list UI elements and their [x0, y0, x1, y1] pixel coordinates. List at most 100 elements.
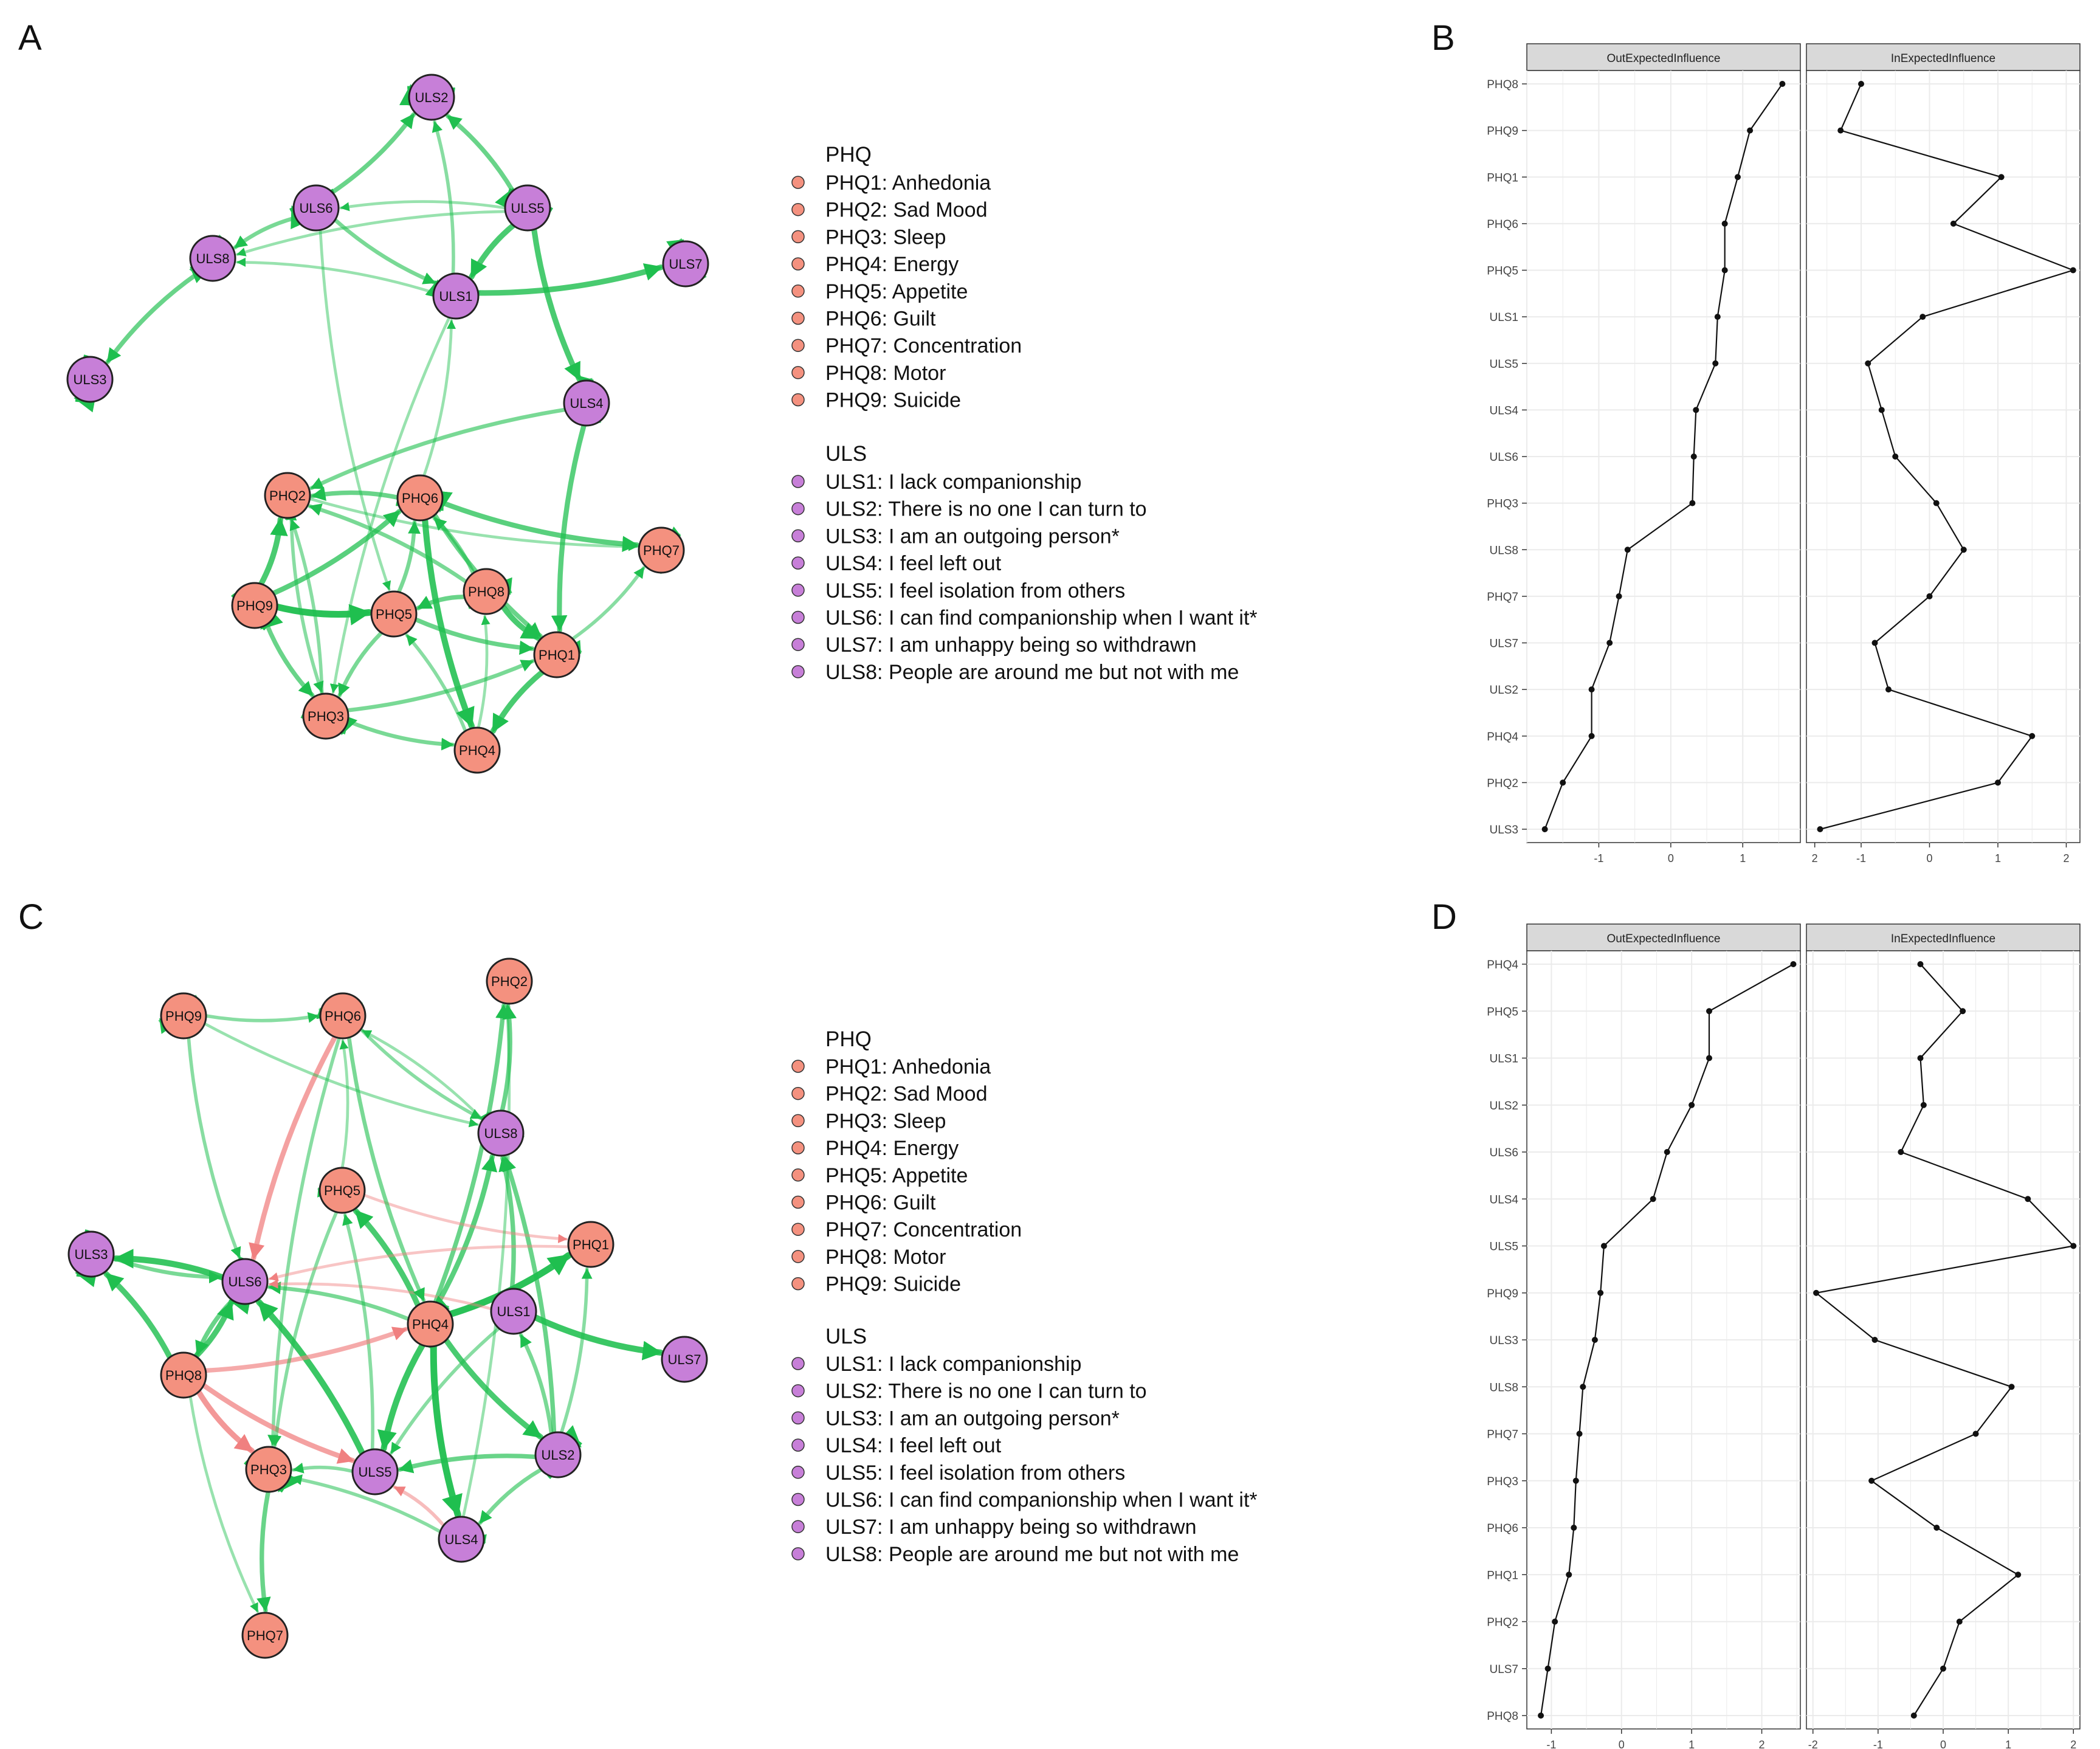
edge-uls2-to-uls1: [518, 1333, 554, 1435]
point-phq2: [1956, 1618, 1963, 1625]
facet-strip: [1806, 43, 2081, 71]
facet-strip: [1806, 923, 2081, 951]
facet-title: OutExpectedInfluence: [1607, 933, 1721, 945]
point-uls4: [1650, 1196, 1656, 1202]
phq-legend-swatch: [791, 202, 805, 216]
network-c-edges: [103, 1003, 664, 1613]
uls-legend-item: ULS7: I am unhappy being so withdrawn: [825, 633, 1196, 657]
uls-legend-swatch: [791, 475, 805, 488]
point-phq4: [1917, 961, 1924, 967]
node-uls3: [66, 356, 114, 403]
uls-legend-item: ULS6: I can find companionship when I wa…: [825, 1489, 1258, 1512]
x-tick-label: 2: [2070, 1739, 2076, 1749]
node-phq9: [231, 582, 278, 629]
y-tick-label: ULS6: [1489, 451, 1518, 464]
point-uls8: [2008, 1384, 2015, 1390]
node-uls8: [477, 1109, 525, 1157]
facet-strip: [1526, 923, 1801, 951]
uls-legend-swatch: [791, 665, 805, 678]
edge-phq4-to-uls8: [435, 1154, 498, 1306]
node-phq1: [533, 631, 580, 678]
point-phq8: [1538, 1713, 1544, 1719]
node-uls8: [189, 235, 236, 282]
y-tick-label: PHQ7: [1487, 1429, 1518, 1441]
y-tick-label: ULS2: [1489, 1100, 1518, 1113]
y-tick-label: ULS3: [1489, 824, 1518, 837]
node-label-phq1: PHQ1: [573, 1237, 609, 1252]
edge-phq5-to-phq1: [362, 1193, 568, 1243]
uls-legend-swatch: [791, 1357, 805, 1370]
edge-phq6-to-uls8: [359, 1027, 483, 1120]
node-label-uls7: ULS7: [667, 1352, 701, 1367]
point-uls8: [1960, 547, 1967, 553]
y-tick-label: PHQ1: [1487, 1569, 1518, 1582]
uls-legend-swatch: [791, 1438, 805, 1452]
edge-uls5-to-uls2: [446, 114, 515, 193]
node-label-phq9: PHQ9: [165, 1009, 202, 1024]
uls-legend-swatch: [791, 529, 805, 543]
phq-legend-swatch: [791, 1086, 805, 1100]
point-phq4: [1588, 733, 1595, 739]
point-phq6: [1950, 220, 1957, 227]
edge-phq8-to-phq1: [500, 604, 542, 641]
phq-legend-swatch: [791, 1195, 805, 1209]
y-tick-label: PHQ9: [1487, 1288, 1518, 1300]
uls-legend-swatch: [791, 502, 805, 516]
uls-legend-item: ULS4: I feel left out: [825, 552, 1002, 575]
edge-uls5-to-uls6: [339, 200, 507, 212]
point-phq3: [1868, 1477, 1875, 1484]
uls-legend-swatch: [791, 1547, 805, 1561]
edge-phq3-to-phq4: [345, 719, 455, 751]
y-tick-label: ULS8: [1489, 1381, 1518, 1394]
point-phq3: [1933, 500, 1940, 506]
y-tick-label: ULS5: [1489, 1241, 1518, 1254]
y-tick-label: PHQ6: [1487, 1522, 1518, 1535]
node-label-phq6: PHQ6: [402, 491, 438, 506]
point-uls2: [1588, 686, 1595, 693]
y-tick-label: PHQ8: [1487, 1710, 1518, 1723]
node-phq3: [302, 692, 349, 740]
node-label-uls6: ULS6: [228, 1274, 261, 1289]
edge-phq6-to-phq4: [346, 1035, 426, 1302]
point-uls3: [1871, 1337, 1878, 1343]
node-label-phq4: PHQ4: [412, 1317, 449, 1332]
node-uls5: [351, 1448, 399, 1495]
node-label-phq8: PHQ8: [165, 1368, 202, 1383]
point-uls8: [1580, 1384, 1586, 1390]
uls-legend-item: ULS5: I feel isolation from others: [825, 1461, 1125, 1485]
phq-legend-item: PHQ9: Suicide: [825, 389, 961, 412]
phq-legend-swatch: [791, 393, 805, 407]
node-uls5: [504, 184, 551, 232]
edge-uls8-to-uls3: [105, 272, 199, 364]
edge-phq2-to-phq3: [289, 516, 324, 694]
edge-uls4-to-uls5: [393, 1485, 446, 1527]
point-phq7: [1576, 1430, 1583, 1437]
node-uls1: [490, 1288, 537, 1335]
legend-c: PHQ PHQ1: Anhedonia PHQ2: Sad Mood PHQ3: S…: [791, 1027, 1258, 1566]
panel-label-a: A: [18, 18, 42, 58]
edge-uls5-to-uls6: [256, 1299, 366, 1457]
node-label-uls3: ULS3: [73, 372, 106, 387]
point-phq3: [1572, 1477, 1579, 1484]
edge-uls2-to-uls4: [478, 1468, 543, 1525]
edge-phq4-to-phq5: [405, 633, 467, 733]
edge-phq4-to-uls6: [267, 1282, 411, 1321]
y-tick-label: ULS1: [1489, 1053, 1518, 1066]
edge-uls6-to-uls2: [330, 112, 416, 195]
node-phq4: [453, 726, 501, 774]
x-tick-label: -1: [1873, 1739, 1883, 1749]
node-uls7: [662, 240, 709, 288]
point-phq8: [1779, 81, 1786, 87]
edge-uls4-to-phq1: [551, 423, 587, 633]
edge-uls5-to-uls8: [236, 210, 507, 257]
y-tick-label: PHQ2: [1487, 1616, 1518, 1629]
y-tick-label: PHQ3: [1487, 498, 1518, 511]
phq-legend-item: PHQ9: Suicide: [825, 1273, 961, 1296]
phq-legend-swatch: [791, 176, 805, 189]
legend-a-phq-items: PHQ1: Anhedonia PHQ2: Sad Mood PHQ3: Sleep…: [791, 171, 1022, 412]
panel-label-c: C: [18, 897, 44, 937]
edge-phq4-to-phq8: [477, 615, 491, 730]
edge-phq6-to-uls6: [249, 1034, 338, 1261]
edge-phq1-to-phq7: [571, 566, 645, 641]
